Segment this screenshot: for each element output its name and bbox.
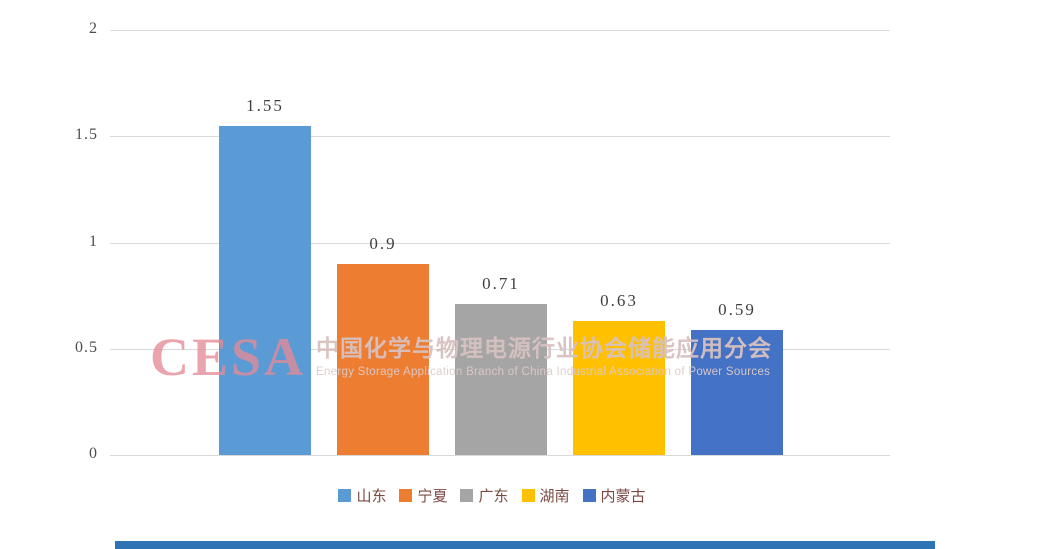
bar-山东 [219,125,311,455]
y-axis-tick-label: 1.5 [75,126,98,144]
bar-data-label: 0.63 [600,291,638,311]
legend-swatch-icon [460,489,474,502]
legend-swatch-icon [521,489,535,502]
bar-广东 [455,304,547,455]
gridline [110,242,890,244]
legend-item-广东: 广东 [460,485,509,506]
legend-swatch-icon [399,489,413,502]
gridline [110,30,890,31]
legend-label: 内蒙古 [600,489,646,505]
legend-label: 山东 [356,489,387,505]
legend-label: 宁夏 [417,489,448,505]
bar-宁夏 [337,263,429,455]
legend-swatch-icon [582,489,596,502]
bar-data-label: 1.55 [246,95,284,115]
chart-legend: 山东 宁夏 广东 湖南 内蒙古 [0,485,1016,506]
legend-item-湖南: 湖南 [521,485,570,506]
legend-swatch-icon [338,489,352,502]
y-axis-tick-label: 0.5 [75,338,98,356]
bar-data-label: 0.9 [369,233,397,253]
gridline [110,136,890,138]
bottom-blue-strip [115,541,935,549]
y-axis-tick-label: 2 [89,20,98,37]
gridline [110,455,890,456]
bar-内蒙古 [691,329,783,455]
legend-label: 广东 [478,489,509,505]
y-axis-tick-label: 0 [89,445,98,462]
legend-label: 湖南 [539,489,570,505]
legend-item-宁夏: 宁夏 [399,485,447,506]
legend-item-内蒙古: 内蒙古 [582,485,646,506]
y-axis-tick-label: 1 [89,232,98,250]
legend-item-山东: 山东 [338,485,386,506]
bar-data-label: 0.71 [482,274,520,294]
bar-湖南 [573,321,665,455]
bar-data-label: 0.59 [718,299,756,319]
